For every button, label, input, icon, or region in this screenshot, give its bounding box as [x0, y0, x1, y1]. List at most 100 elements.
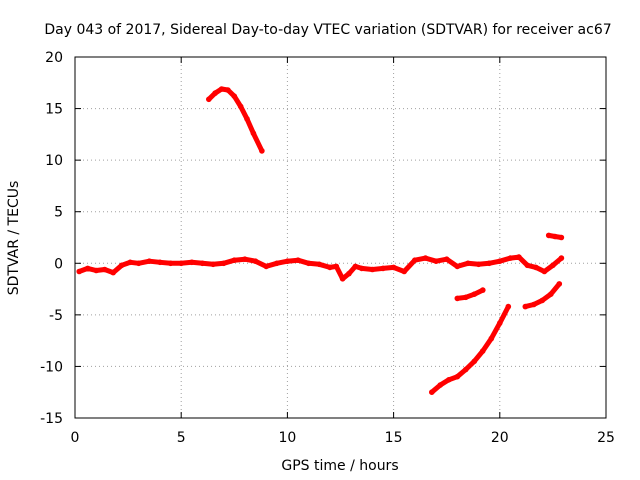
- data-point: [110, 269, 116, 276]
- data-point: [480, 348, 486, 354]
- data-point: [327, 264, 333, 271]
- data-point: [118, 262, 125, 269]
- data-point: [533, 264, 539, 271]
- data-point: [556, 281, 563, 287]
- data-point: [412, 257, 418, 264]
- data-point: [471, 291, 478, 298]
- data-point: [225, 87, 231, 93]
- data-point: [429, 389, 435, 396]
- data-point: [212, 90, 218, 96]
- x-tick-label: 20: [491, 430, 509, 446]
- data-point: [480, 287, 486, 293]
- data-point: [210, 261, 216, 268]
- data-point: [454, 263, 461, 270]
- data-point: [127, 259, 133, 266]
- x-tick-label: 25: [597, 430, 615, 446]
- data-point: [531, 301, 537, 308]
- data-point: [237, 103, 244, 110]
- data-point: [475, 261, 482, 268]
- x-tick-label: 0: [71, 430, 80, 446]
- data-point: [84, 265, 91, 272]
- data-point: [146, 258, 153, 265]
- data-point: [433, 258, 439, 265]
- series-line: [454, 287, 486, 301]
- series-short-arc-mid: [454, 287, 486, 302]
- data-points: [76, 86, 565, 396]
- data-point: [220, 260, 227, 267]
- data-point: [76, 268, 82, 275]
- grid-lines: [75, 57, 606, 418]
- data-point: [178, 260, 184, 267]
- data-point: [250, 130, 257, 137]
- x-tick-labels: 0 5 10 15 20 25: [71, 430, 615, 446]
- x-tick-label: 15: [385, 430, 403, 446]
- data-point: [548, 291, 554, 298]
- y-tick-label: 15: [45, 102, 63, 118]
- data-point: [369, 266, 376, 273]
- data-point: [199, 260, 206, 267]
- data-point: [231, 93, 238, 99]
- data-point: [524, 262, 531, 269]
- x-axis-label: GPS time / hours: [281, 458, 398, 474]
- data-point: [422, 255, 429, 261]
- data-point: [446, 377, 452, 383]
- x-tick-label: 10: [278, 430, 296, 446]
- series-descending-arc: [429, 303, 512, 396]
- data-point: [390, 264, 397, 271]
- chart-title: Day 043 of 2017, Sidereal Day-to-day VTE…: [44, 22, 611, 38]
- data-point: [497, 258, 503, 265]
- y-tick-labels: -15 -10 -5 0 5 10 15 20: [40, 50, 63, 427]
- data-point: [352, 263, 359, 270]
- y-tick-label: -10: [40, 359, 63, 375]
- data-point: [339, 276, 346, 282]
- data-point: [274, 260, 280, 267]
- data-point: [259, 148, 265, 154]
- data-point: [93, 267, 99, 274]
- y-tick-label: 20: [45, 50, 63, 66]
- data-point: [558, 234, 565, 241]
- data-point: [550, 262, 556, 269]
- data-point: [218, 86, 225, 92]
- data-point: [507, 255, 514, 261]
- data-point: [505, 303, 512, 310]
- plot-frame: [74, 56, 607, 419]
- axis-ticks: [74, 56, 607, 419]
- data-point: [486, 260, 493, 267]
- data-point: [346, 270, 352, 277]
- data-point: [454, 373, 461, 380]
- data-point: [545, 232, 552, 239]
- data-point: [284, 258, 291, 265]
- data-point: [516, 254, 522, 260]
- y-tick-label: 5: [54, 205, 63, 221]
- data-point: [244, 116, 250, 122]
- data-point: [465, 260, 471, 267]
- data-point: [333, 263, 340, 270]
- data-point: [231, 257, 238, 264]
- data-point: [380, 265, 386, 272]
- data-point: [305, 260, 312, 267]
- data-point: [401, 268, 408, 275]
- data-point: [295, 257, 301, 264]
- data-point: [558, 255, 565, 261]
- data-point: [541, 268, 548, 275]
- series-baseline-arc: [76, 254, 565, 282]
- data-point: [101, 266, 108, 273]
- data-point: [135, 260, 142, 267]
- y-axis-label: SDTVAR / TECUs: [6, 181, 22, 296]
- data-point: [488, 335, 495, 342]
- data-point: [437, 382, 444, 388]
- data-point: [167, 260, 174, 267]
- data-point: [252, 258, 259, 265]
- data-point: [497, 320, 503, 326]
- data-point: [316, 261, 323, 268]
- data-point: [463, 294, 469, 301]
- data-point: [443, 256, 450, 263]
- data-point: [552, 233, 558, 240]
- data-point: [189, 259, 195, 266]
- data-point: [539, 297, 546, 304]
- data-point: [242, 256, 248, 263]
- data-point: [157, 259, 163, 266]
- series-late-arc-low: [522, 281, 563, 310]
- series-high-arc: [206, 86, 265, 154]
